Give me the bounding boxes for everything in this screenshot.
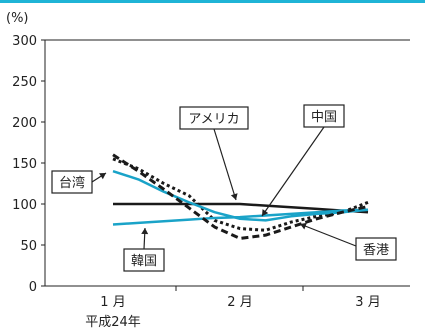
y-tick-label: 150 [12,157,37,172]
annotation-box [123,248,165,272]
y-axis-unit-label: (%) [6,11,29,26]
y-tick-label: 50 [20,239,37,254]
series-line-台湾 [112,170,369,222]
annotation-label: アメリカ [188,112,239,127]
annotation-arrowhead [262,209,269,216]
annotation-arrowhead [141,228,149,235]
annotation-box [355,237,397,261]
y-tick-label: 0 [29,280,37,295]
x-tick-label: 3 月 [355,295,380,310]
series-line-香港 [112,153,369,240]
series-line-アメリカ [113,202,369,214]
annotation-label: 韓国 [131,254,157,269]
annotation-arrowhead [230,193,238,200]
y-tick-label: 250 [12,75,37,90]
annotation-arrowhead [99,173,106,180]
annotation-leader-line [261,126,325,217]
annotation-box [303,104,345,128]
annotation-box [179,106,249,130]
x-tick-label: 2 月 [227,295,252,310]
series-line-韓国 [112,208,369,226]
annotation-label: 台湾 [59,175,85,191]
y-tick-label: 300 [12,34,37,49]
annotation-leader-line [213,128,237,201]
annotation-box [51,170,93,194]
top-accent-rule [0,0,425,3]
x-era-label: 平成24年 [85,315,141,330]
annotation-arrowhead [300,222,307,230]
annotation-label: 中国 [311,110,337,125]
x-tick-label: 1 月 [100,295,125,310]
y-tick-label: 100 [12,198,37,213]
y-tick-label: 200 [12,116,37,131]
series-line-中国 [112,157,369,232]
annotation-leader-line [299,223,357,247]
annotation-label: 香港 [363,243,389,258]
